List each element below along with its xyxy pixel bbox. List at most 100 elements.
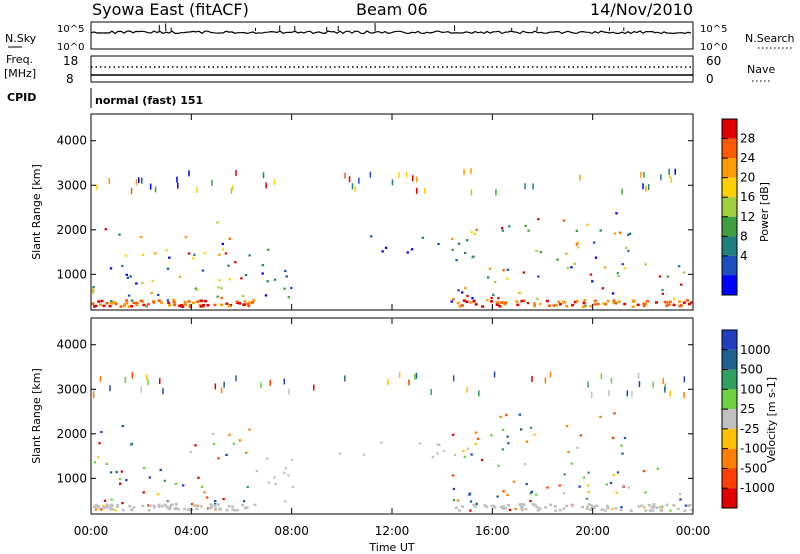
heatmap-cell <box>210 505 213 509</box>
heatmap-cell <box>547 304 551 307</box>
heatmap-cell <box>228 237 232 240</box>
heatmap-cell <box>203 252 206 255</box>
heatmap-cell <box>587 490 590 494</box>
colorbar-swatch <box>722 177 737 198</box>
heatmap-cell <box>686 504 690 507</box>
heatmap-cell <box>636 303 640 307</box>
heatmap-cell <box>645 185 647 192</box>
heatmap-cell <box>576 241 579 245</box>
heatmap-cell <box>466 447 469 450</box>
heatmap-cell <box>188 304 192 307</box>
heatmap-cell <box>220 296 223 300</box>
heatmap-cell <box>637 505 641 508</box>
heatmap-cell <box>502 490 505 493</box>
heatmap-cell <box>387 379 389 386</box>
heatmap-cell <box>273 476 276 479</box>
x-tick-label: 12:00 <box>375 524 410 538</box>
heatmap-cell <box>421 236 424 239</box>
heatmap-cell <box>213 504 217 507</box>
time-axis-ticks: 00:00 04:00 08:00 12:00 16:00 20:00 00:00 <box>74 114 710 538</box>
heatmap-cell <box>151 279 154 282</box>
heatmap-cell <box>217 457 220 460</box>
heatmap-cell <box>141 504 145 508</box>
heatmap-cell <box>125 302 129 305</box>
colorbar-swatch <box>722 428 737 449</box>
heatmap-cell <box>686 299 689 302</box>
heatmap-cell <box>618 231 622 234</box>
heatmap-cell <box>524 507 528 511</box>
heatmap-cell <box>684 504 688 507</box>
heatmap-cell <box>109 385 111 392</box>
heatmap-cell <box>642 183 644 190</box>
heatmap-cell <box>586 505 590 509</box>
heatmap-cell <box>638 381 641 388</box>
heatmap-cell <box>573 300 577 304</box>
heatmap-cell <box>156 493 160 496</box>
heatmap-cell <box>95 184 98 191</box>
heatmap-cell <box>100 299 104 303</box>
heatmap-cell <box>167 507 171 510</box>
heatmap-cell <box>122 304 126 308</box>
heatmap-cell <box>526 302 530 305</box>
heatmap-cell <box>284 269 287 273</box>
colorbar-tick-label: 25 <box>740 402 755 416</box>
heatmap-cell <box>644 491 647 494</box>
heatmap-cell <box>651 509 655 512</box>
heatmap-cell <box>118 478 122 481</box>
heatmap-cell <box>451 474 455 477</box>
heatmap-cell <box>539 251 543 254</box>
heatmap-cell <box>135 282 138 285</box>
heatmap-cell <box>338 452 342 455</box>
heatmap-cell <box>97 506 101 509</box>
heatmap-cell <box>619 508 623 512</box>
nsearch-label: N.Search <box>745 32 795 45</box>
heatmap-cell <box>362 453 366 456</box>
heatmap-cell <box>214 383 217 390</box>
heatmap-cell <box>283 471 286 474</box>
heatmap-cell <box>566 266 570 270</box>
heatmap-cell <box>157 299 161 302</box>
heatmap-cell <box>531 503 535 506</box>
heatmap-cell <box>369 171 372 178</box>
heatmap-cell <box>620 444 623 447</box>
colorbar-frame <box>721 118 738 296</box>
heatmap-cell <box>456 301 460 305</box>
heatmap-cell <box>274 482 277 486</box>
heatmap-cell <box>631 300 635 303</box>
heatmap-cell <box>627 249 630 252</box>
heatmap-cell <box>141 177 143 184</box>
heatmap-cell <box>611 508 614 511</box>
heatmap-cell <box>284 467 288 470</box>
heatmap-cell <box>490 434 493 437</box>
heatmap-cell <box>468 492 472 495</box>
heatmap-cell <box>176 176 178 183</box>
heatmap-cell <box>644 263 647 266</box>
y-tick-label: 3000 <box>56 382 87 396</box>
heatmap-cell <box>93 388 95 395</box>
heatmap-cell <box>130 508 134 512</box>
heatmap-cell <box>267 481 271 484</box>
heatmap-cell <box>471 297 474 300</box>
heatmap-cell <box>469 500 473 503</box>
heatmap-cell <box>111 507 114 511</box>
heatmap-cell <box>640 171 642 178</box>
heatmap-cell <box>245 451 248 454</box>
heatmap-cell <box>452 487 456 490</box>
heatmap-cell <box>209 503 213 506</box>
heatmap-cell <box>380 441 383 444</box>
heatmap-cell <box>313 384 315 391</box>
heatmap-cell <box>119 482 122 485</box>
heatmap-cell <box>120 470 124 473</box>
x-tick-label: 04:00 <box>174 524 209 538</box>
power-y-ticks: 1000 2000 3000 4000 <box>56 134 693 281</box>
heatmap-cell <box>125 479 128 482</box>
heatmap-cell <box>518 291 521 294</box>
heatmap-cell <box>655 506 659 509</box>
power-colorbar: 28 24 20 16 12 8 4 <box>721 118 755 296</box>
heatmap-cell <box>664 383 666 390</box>
heatmap-cell <box>497 297 500 300</box>
heatmap-cell <box>450 300 453 303</box>
colorbar-swatch <box>722 216 737 237</box>
heatmap-cell <box>530 490 534 493</box>
heatmap-cell <box>344 375 346 382</box>
